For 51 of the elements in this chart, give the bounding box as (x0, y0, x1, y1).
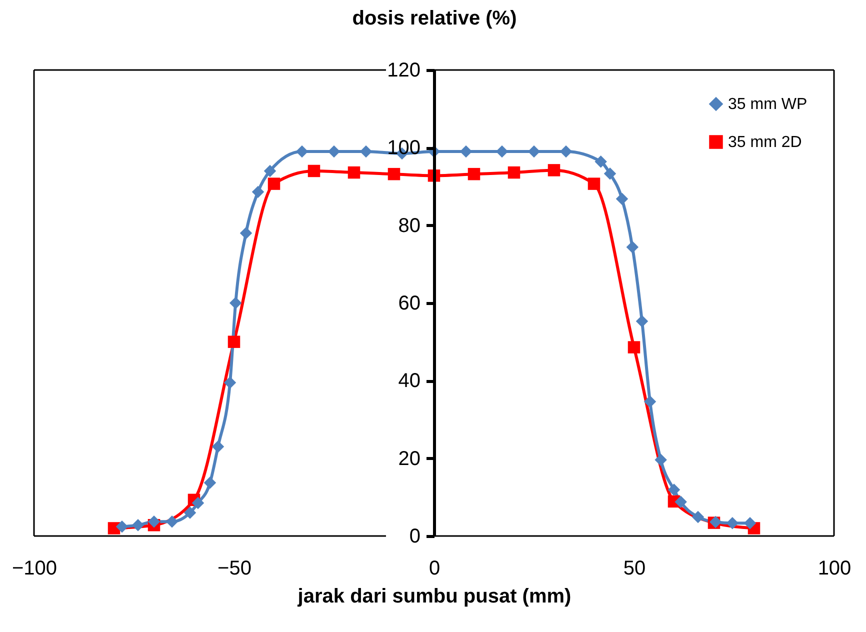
point (388, 168, 400, 180)
legend-label: 35 mm 2D (728, 134, 802, 151)
point (654, 454, 667, 466)
point (166, 516, 178, 528)
y-tick-label: 40 (398, 370, 420, 392)
point (674, 496, 687, 508)
point (348, 166, 360, 179)
point (116, 520, 128, 533)
x-tick-label: 100 (818, 558, 852, 580)
y-tick-label: 80 (398, 214, 420, 237)
y-axis-title: dosis relative (%) (352, 8, 517, 30)
x-axis-title: jarak dari sumbu pusat (mm) (296, 586, 572, 608)
point (636, 315, 648, 328)
point (594, 156, 607, 168)
point (192, 496, 204, 510)
point (224, 376, 236, 389)
point (604, 168, 616, 180)
y-tick-label: 120 (387, 60, 420, 82)
x-tick-label: −50 (218, 558, 252, 580)
point (132, 519, 144, 532)
x-tick-label: −100 (12, 558, 58, 580)
point (468, 168, 480, 180)
y-tick-label: 60 (398, 292, 420, 314)
point (240, 226, 252, 240)
point (296, 145, 308, 158)
legend-label: 35 mm WP (728, 96, 808, 113)
point (616, 192, 628, 206)
point (212, 440, 224, 453)
x-tick-label: 50 (623, 558, 646, 580)
y-tick-label: 0 (409, 526, 420, 548)
point (744, 517, 756, 530)
point (228, 336, 240, 348)
point (252, 186, 264, 198)
point (626, 240, 639, 254)
x-tick-label: 0 (428, 558, 440, 580)
point (588, 178, 600, 190)
point (508, 166, 520, 179)
point (668, 484, 680, 496)
point (548, 164, 560, 176)
point (148, 516, 160, 528)
point (692, 510, 704, 524)
point (229, 296, 242, 310)
point (184, 506, 196, 519)
point (264, 164, 276, 178)
point (268, 178, 280, 190)
point (308, 164, 320, 178)
point (644, 396, 656, 408)
point (628, 341, 640, 354)
point (204, 476, 216, 489)
point (726, 517, 739, 530)
y-tick-label: 20 (398, 448, 420, 470)
